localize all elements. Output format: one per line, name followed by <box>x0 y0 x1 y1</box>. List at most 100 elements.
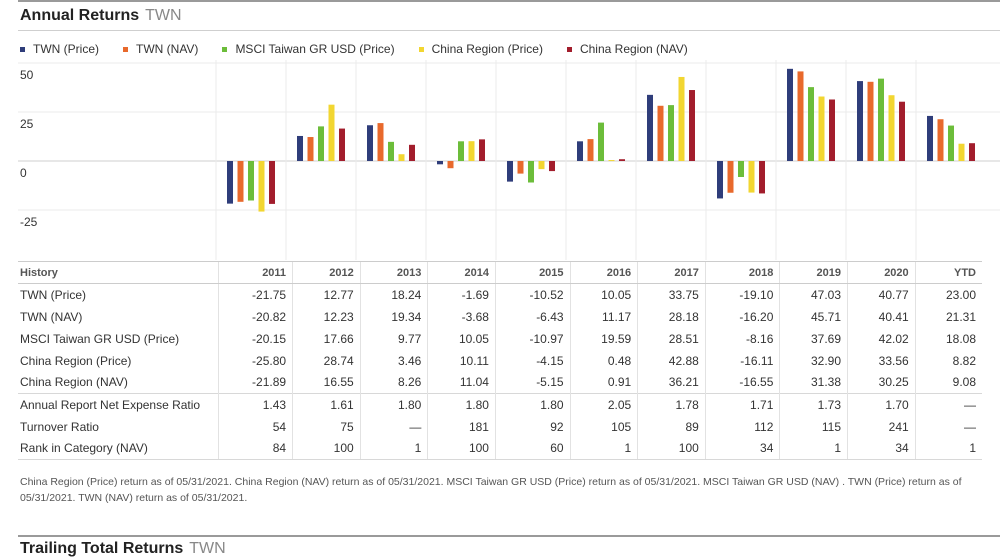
bar <box>937 119 944 161</box>
table-cell: 40.41 <box>847 305 916 328</box>
table-cell: — <box>914 415 982 438</box>
table-cell: 1.43 <box>217 393 293 416</box>
bar <box>328 104 335 161</box>
table-cell: -6.43 <box>494 305 571 328</box>
year-header: 2020 <box>847 261 916 284</box>
table-cell: 100 <box>427 437 496 460</box>
table-cell: 1.80 <box>494 393 571 416</box>
table-cell: -21.75 <box>217 283 293 306</box>
table-cell: -16.11 <box>704 349 780 372</box>
table-cell: 34 <box>704 437 780 460</box>
bar <box>258 161 265 212</box>
bar <box>339 128 345 161</box>
table-cell: 1.71 <box>704 393 780 416</box>
year-header: 2016 <box>569 261 638 284</box>
table-cell: 42.88 <box>637 349 706 372</box>
legend-swatch <box>222 46 228 52</box>
bar <box>969 143 975 161</box>
table-cell: 32.90 <box>779 349 848 372</box>
table-cell: 28.74 <box>292 349 361 372</box>
bar <box>738 161 744 177</box>
table-cell: -20.82 <box>217 305 293 328</box>
table-cell: 1 <box>359 437 428 460</box>
annual-returns-chart: 50 25 0 -25 <box>18 60 1000 260</box>
next-section-title: Trailing Total Returns TWN <box>20 540 226 558</box>
table-cell: 10.05 <box>569 283 638 306</box>
bar <box>748 161 755 193</box>
bar <box>479 139 485 161</box>
bar <box>808 87 814 161</box>
table-cell: 75 <box>292 415 361 438</box>
table-cell: 105 <box>569 415 638 438</box>
row-label: Rank in Category (NAV) <box>18 437 218 460</box>
bar <box>507 161 513 182</box>
next-section-heading: Trailing Total Returns <box>20 540 184 557</box>
table-row: Annual Report Net Expense Ratio 1.43 1.61 1… <box>18 393 982 416</box>
row-label: China Region (Price) <box>20 353 132 368</box>
bar <box>927 115 933 161</box>
table-cell: 28.51 <box>637 327 706 350</box>
table-cell: 112 <box>704 415 780 438</box>
title-ticker: TWN <box>145 7 182 24</box>
table-cell: 42.02 <box>847 327 916 350</box>
table-cell: -5.15 <box>494 371 571 394</box>
table-cell: 33.56 <box>847 349 916 372</box>
bar <box>829 99 835 161</box>
table-row: China Region (Price) -25.80 28.74 3.46 10.11… <box>18 349 982 372</box>
bar <box>689 90 695 161</box>
legend-item: China Region (NAV) <box>566 42 688 56</box>
table-row: Turnover Ratio 54 75—181 92 105 89 112 115 241— <box>18 415 982 438</box>
bar <box>717 161 723 199</box>
row-label: TWN (Price) <box>20 287 86 302</box>
history-header-label: History <box>18 261 218 284</box>
table-cell: 34 <box>847 437 916 460</box>
bar <box>577 141 583 161</box>
legend-swatch <box>566 46 572 52</box>
bar <box>857 81 863 161</box>
year-header: 2018 <box>704 261 780 284</box>
y-tick-label: -25 <box>20 215 38 229</box>
page-title: Annual Returns <box>20 7 140 24</box>
table-cell: 0.91 <box>569 371 638 394</box>
year-header: 2014 <box>427 261 496 284</box>
legend-label: China Region (Price) <box>431 42 543 56</box>
bar <box>409 144 415 161</box>
table-cell: 1.70 <box>847 393 916 416</box>
table-cell: 100 <box>292 437 361 460</box>
table-cell: -16.20 <box>704 305 780 328</box>
table-cell: -21.89 <box>217 371 293 394</box>
legend-label: China Region (NAV) <box>579 42 688 56</box>
table-cell: 9.77 <box>359 327 428 350</box>
table-cell: 1.78 <box>637 393 706 416</box>
table-cell: -1.69 <box>427 283 496 306</box>
table-cell: 1 <box>569 437 638 460</box>
year-header: 2012 <box>292 261 361 284</box>
table-cell: 10.11 <box>427 349 496 372</box>
bar <box>787 68 793 161</box>
year-header: 2013 <box>359 261 428 284</box>
table-cell: 115 <box>779 415 848 438</box>
table-cell: -25.80 <box>217 349 293 372</box>
bar <box>587 139 594 161</box>
table-cell: 31.38 <box>779 371 848 394</box>
table-cell: 37.69 <box>779 327 848 350</box>
bar <box>227 161 233 204</box>
table-cell: 18.24 <box>359 283 428 306</box>
bar <box>367 125 373 161</box>
bar <box>899 101 905 161</box>
bar <box>398 154 405 161</box>
table-cell: -3.68 <box>427 305 496 328</box>
table-cell: 0.48 <box>569 349 638 372</box>
legend-item: China Region (Price) <box>418 42 543 56</box>
table-cell: -20.15 <box>217 327 293 350</box>
table-cell: 47.03 <box>779 283 848 306</box>
row-label: China Region (NAV) <box>20 375 128 390</box>
table-cell: 21.31 <box>914 305 982 328</box>
table-row: Rank in Category (NAV) 84 100 1 100 60 1 100 34 1… <box>18 437 982 460</box>
table-cell: -4.15 <box>494 349 571 372</box>
year-header: 2017 <box>637 261 706 284</box>
table-cell: 84 <box>217 437 293 460</box>
bar <box>668 105 674 161</box>
row-label: Annual Report Net Expense Ratio <box>18 393 218 416</box>
table-cell: 60 <box>494 437 571 460</box>
